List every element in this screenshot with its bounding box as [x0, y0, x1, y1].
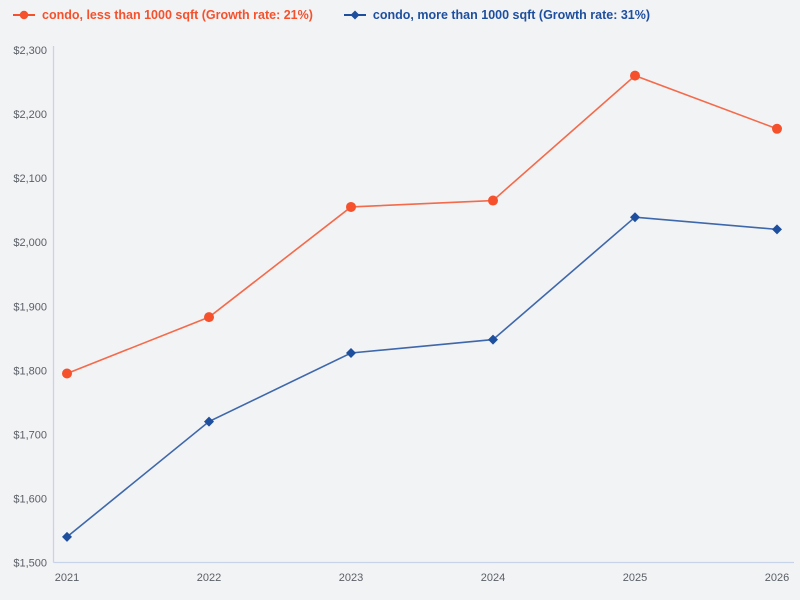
y-axis-tick-label: $1,700 [13, 429, 47, 441]
chart-legend: condo, less than 1000 sqft (Growth rate:… [12, 8, 680, 22]
y-axis-tick-label: $2,000 [13, 237, 47, 249]
legend-item-condo-less-1000[interactable]: condo, less than 1000 sqft (Growth rate:… [12, 8, 313, 22]
legend-label-condo-less-1000: condo, less than 1000 sqft (Growth rate:… [42, 8, 313, 22]
y-axis-tick-label: $2,200 [13, 109, 47, 121]
data-point-1-2024 [488, 334, 498, 345]
data-point-0-2021 [62, 368, 72, 379]
data-point-1-2026 [772, 224, 782, 235]
series-line-1 [66, 216, 778, 538]
legend-label-condo-more-1000: condo, more than 1000 sqft (Growth rate:… [372, 8, 651, 22]
data-point-0-2024 [488, 195, 498, 206]
data-point-1-2022 [204, 416, 214, 427]
data-point-0-2023 [346, 201, 356, 212]
legend-item-condo-more-1000[interactable]: condo, more than 1000 sqft (Growth rate:… [343, 8, 650, 22]
data-point-1-2025 [630, 212, 640, 223]
data-point-0-2022 [204, 312, 214, 323]
data-point-1-2021 [62, 531, 72, 542]
x-axis-tick-label: 2022 [197, 572, 221, 584]
legend-line-circle-icon [13, 10, 35, 20]
data-point-0-2025 [630, 70, 640, 81]
x-axis-tick-label: 2026 [765, 572, 789, 584]
y-axis-tick-label: $2,300 [13, 45, 47, 57]
y-axis-tick-label: $1,800 [13, 365, 47, 377]
x-axis-tick-label: 2021 [55, 572, 79, 584]
x-axis-tick-label: 2023 [339, 572, 363, 584]
data-point-1-2023 [346, 348, 356, 359]
series-line-0 [66, 74, 778, 375]
y-axis-tick-label: $1,500 [13, 558, 47, 570]
y-axis-tick-label: $1,900 [13, 301, 47, 313]
data-point-0-2026 [772, 123, 782, 134]
legend-line-diamond-icon [343, 10, 366, 20]
y-axis-tick-label: $1,600 [13, 493, 47, 505]
x-axis-tick-label: 2025 [623, 572, 647, 584]
x-axis-tick-label: 2024 [481, 572, 505, 584]
y-axis-tick-label: $2,100 [13, 173, 47, 185]
